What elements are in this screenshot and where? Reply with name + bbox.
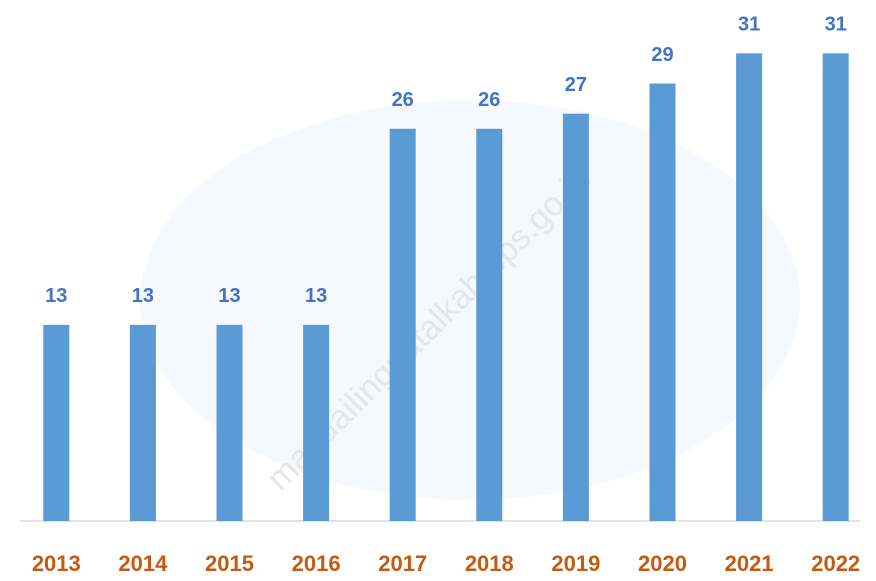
bar bbox=[476, 129, 502, 521]
bar bbox=[130, 325, 156, 521]
value-label: 13 bbox=[305, 285, 327, 307]
x-tick-label: 2015 bbox=[205, 551, 254, 576]
bar bbox=[43, 325, 69, 521]
bar bbox=[823, 53, 849, 521]
x-tick-label: 2021 bbox=[725, 551, 774, 576]
x-tick-label: 2018 bbox=[465, 551, 514, 576]
x-tick-label: 2019 bbox=[551, 551, 600, 576]
bar bbox=[217, 325, 243, 521]
value-label: 27 bbox=[565, 74, 587, 96]
value-label: 26 bbox=[478, 89, 500, 111]
value-label: 13 bbox=[218, 285, 240, 307]
x-tick-label: 2020 bbox=[638, 551, 687, 576]
bar bbox=[390, 129, 416, 521]
value-label: 31 bbox=[738, 14, 760, 36]
x-tick-label: 2022 bbox=[811, 551, 860, 576]
bar bbox=[563, 114, 589, 521]
bar bbox=[650, 84, 676, 521]
value-label: 13 bbox=[45, 285, 67, 307]
value-label: 13 bbox=[132, 285, 154, 307]
x-tick-label: 2017 bbox=[378, 551, 427, 576]
x-tick-label: 2014 bbox=[118, 551, 168, 576]
value-label: 26 bbox=[392, 89, 414, 111]
chart: mandailingnatalkab.bps.go.id 20131320141… bbox=[0, 0, 876, 581]
x-tick-label: 2016 bbox=[292, 551, 341, 576]
x-tick-label: 2013 bbox=[32, 551, 81, 576]
bar bbox=[736, 53, 762, 521]
bar bbox=[303, 325, 329, 521]
value-label: 31 bbox=[825, 14, 847, 36]
value-label: 29 bbox=[651, 44, 673, 66]
